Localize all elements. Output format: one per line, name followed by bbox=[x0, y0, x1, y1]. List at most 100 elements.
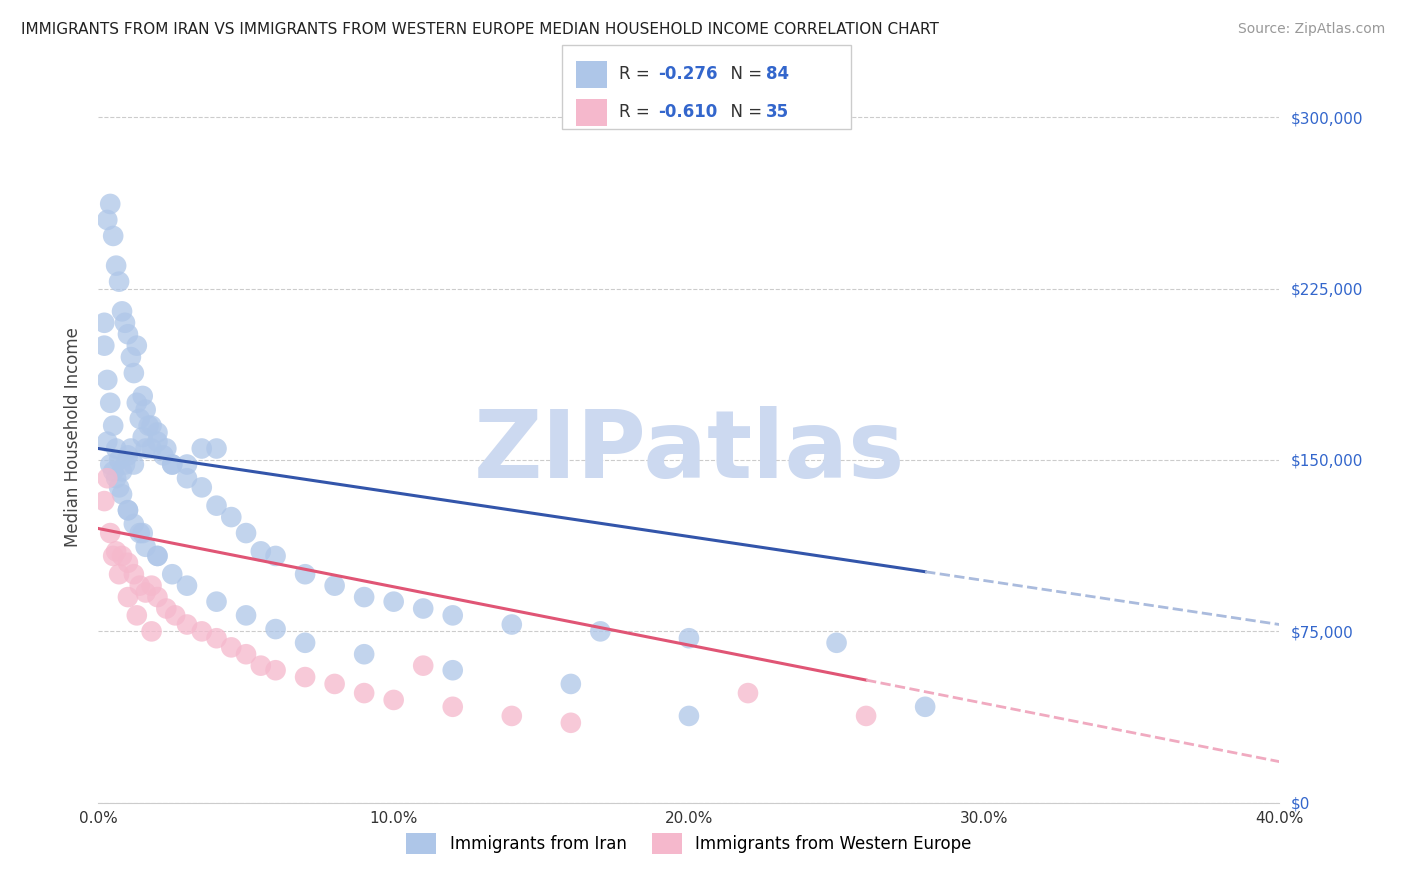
Point bbox=[162, 458, 183, 472]
Point bbox=[678, 632, 700, 646]
Point bbox=[117, 590, 139, 604]
Point bbox=[501, 617, 523, 632]
Text: Source: ZipAtlas.com: Source: ZipAtlas.com bbox=[1237, 22, 1385, 37]
Point bbox=[560, 677, 582, 691]
Point bbox=[93, 316, 115, 330]
Point bbox=[221, 510, 243, 524]
Point bbox=[114, 458, 136, 472]
Point bbox=[825, 636, 848, 650]
Point bbox=[128, 526, 150, 541]
Point bbox=[162, 567, 183, 582]
Point bbox=[221, 640, 243, 655]
Point bbox=[191, 442, 214, 456]
Point bbox=[146, 549, 169, 563]
Text: 84: 84 bbox=[766, 65, 789, 83]
Point bbox=[96, 373, 118, 387]
Point bbox=[108, 275, 131, 289]
Point bbox=[103, 464, 125, 478]
Point bbox=[105, 471, 128, 485]
Point bbox=[103, 418, 125, 433]
Point bbox=[93, 494, 115, 508]
Point bbox=[146, 434, 169, 449]
Point bbox=[122, 458, 145, 472]
Point bbox=[111, 487, 134, 501]
Point bbox=[264, 549, 287, 563]
Y-axis label: Median Household Income: Median Household Income bbox=[63, 327, 82, 547]
Point bbox=[412, 601, 434, 615]
Point bbox=[135, 585, 157, 599]
Point bbox=[737, 686, 759, 700]
Point bbox=[98, 396, 121, 410]
Point bbox=[205, 442, 228, 456]
Point bbox=[165, 608, 187, 623]
Point bbox=[191, 624, 214, 639]
Point bbox=[589, 624, 612, 639]
Point bbox=[128, 411, 150, 425]
Text: IMMIGRANTS FROM IRAN VS IMMIGRANTS FROM WESTERN EUROPE MEDIAN HOUSEHOLD INCOME C: IMMIGRANTS FROM IRAN VS IMMIGRANTS FROM … bbox=[21, 22, 939, 37]
Legend: Immigrants from Iran, Immigrants from Western Europe: Immigrants from Iran, Immigrants from We… bbox=[399, 827, 979, 860]
Point bbox=[117, 503, 139, 517]
Point bbox=[855, 709, 877, 723]
Point bbox=[108, 453, 131, 467]
Point bbox=[412, 658, 434, 673]
Text: -0.276: -0.276 bbox=[658, 65, 717, 83]
Point bbox=[125, 396, 148, 410]
Point bbox=[125, 338, 148, 352]
Point bbox=[353, 686, 375, 700]
Point bbox=[294, 670, 316, 684]
Point bbox=[205, 632, 228, 646]
Point bbox=[114, 316, 136, 330]
Point bbox=[176, 471, 198, 485]
Point bbox=[441, 608, 464, 623]
Point bbox=[141, 442, 163, 456]
Text: N =: N = bbox=[720, 103, 768, 121]
Point bbox=[441, 663, 464, 677]
Text: -0.610: -0.610 bbox=[658, 103, 717, 121]
Point bbox=[264, 622, 287, 636]
Point bbox=[132, 526, 155, 541]
Point bbox=[382, 693, 405, 707]
Point bbox=[135, 402, 157, 417]
Point bbox=[103, 228, 125, 243]
Text: ZIPatlas: ZIPatlas bbox=[474, 406, 904, 498]
Point bbox=[98, 458, 121, 472]
Point bbox=[560, 715, 582, 730]
Point bbox=[205, 499, 228, 513]
Point bbox=[141, 579, 163, 593]
Point bbox=[122, 516, 145, 531]
Text: R =: R = bbox=[619, 103, 655, 121]
Point bbox=[155, 442, 177, 456]
Point bbox=[382, 594, 405, 608]
Point bbox=[108, 480, 131, 494]
Point bbox=[93, 338, 115, 352]
Point bbox=[176, 617, 198, 632]
Point bbox=[152, 448, 174, 462]
Point bbox=[155, 601, 177, 615]
Point bbox=[191, 480, 214, 494]
Point bbox=[96, 471, 118, 485]
Point bbox=[122, 366, 145, 380]
Point bbox=[250, 544, 273, 558]
Point bbox=[125, 608, 148, 623]
Point bbox=[135, 442, 157, 456]
Point bbox=[120, 350, 142, 364]
Point bbox=[205, 594, 228, 608]
Point bbox=[501, 709, 523, 723]
Point bbox=[264, 663, 287, 677]
Point bbox=[98, 197, 121, 211]
Point bbox=[117, 448, 139, 462]
Point bbox=[103, 549, 125, 563]
Point bbox=[141, 418, 163, 433]
Point bbox=[176, 579, 198, 593]
Point bbox=[96, 213, 118, 227]
Text: R =: R = bbox=[619, 65, 655, 83]
Point bbox=[111, 549, 134, 563]
Point bbox=[162, 458, 183, 472]
Point bbox=[105, 544, 128, 558]
Point bbox=[235, 526, 257, 541]
Point bbox=[111, 464, 134, 478]
Point bbox=[98, 526, 121, 541]
Point bbox=[108, 567, 131, 582]
Point bbox=[96, 434, 118, 449]
Text: 35: 35 bbox=[766, 103, 789, 121]
